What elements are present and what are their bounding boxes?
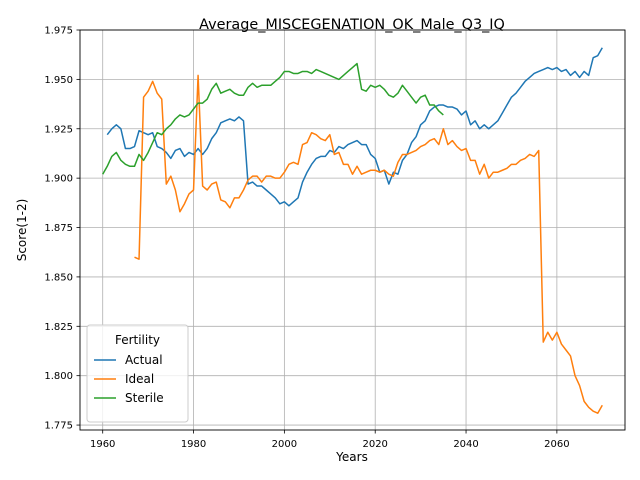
y-axis-label: Score(1-2) — [15, 199, 29, 262]
y-tick-label: 1.850 — [44, 272, 73, 283]
y-tick-label: 1.950 — [44, 75, 73, 86]
x-tick-label: 2040 — [453, 439, 478, 450]
y-tick-label: 1.975 — [44, 26, 73, 37]
chart-title: Average_MISCEGENATION_OK_Male_Q3_IQ — [199, 17, 505, 33]
legend-label-sterile: Sterile — [125, 391, 164, 405]
legend-label-ideal: Ideal — [125, 372, 154, 386]
x-tick-label: 2020 — [362, 439, 387, 450]
y-tick-label: 1.825 — [44, 322, 73, 333]
legend-title: Fertility — [115, 333, 160, 347]
legend: Fertility Actual Ideal Sterile — [87, 325, 188, 422]
y-tick-label: 1.925 — [44, 124, 73, 135]
x-tick-label: 2060 — [544, 439, 569, 450]
y-tick-label: 1.900 — [44, 174, 73, 185]
x-tick-label: 1980 — [181, 439, 206, 450]
y-tick-label: 1.775 — [44, 421, 73, 432]
y-tick-label: 1.875 — [44, 223, 73, 234]
x-tick-label: 1960 — [90, 439, 115, 450]
y-tick-label: 1.800 — [44, 371, 73, 382]
legend-label-actual: Actual — [125, 353, 163, 367]
x-tick-label: 2000 — [272, 439, 297, 450]
x-axis-label: Years — [335, 450, 368, 464]
